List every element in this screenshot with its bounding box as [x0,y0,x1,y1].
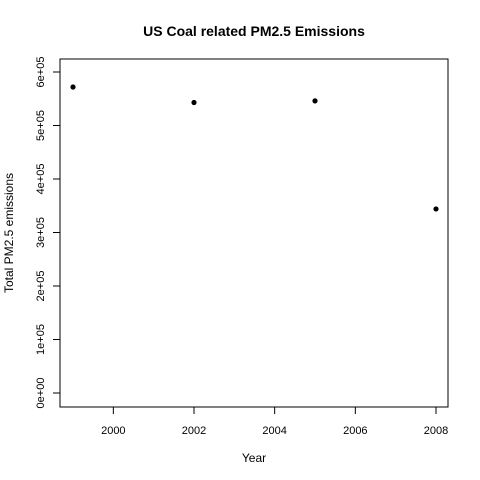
x-tick-label: 2000 [101,425,125,437]
y-tick-label: 4e+05 [35,164,47,195]
x-tick-label: 2008 [424,425,448,437]
data-point [433,206,439,212]
plot-box [59,58,449,408]
chart-title: US Coal related PM2.5 Emissions [143,23,365,39]
data-point [70,84,76,90]
y-axis: 0e+00 1e+05 2e+05 3e+05 4e+05 5e+05 6e+05 [35,57,61,409]
y-tick-label: 1e+05 [35,324,47,355]
y-tick-label: 6e+05 [35,57,47,88]
data-points [70,84,439,212]
y-axis-label: Total PM2.5 emissions [2,173,16,293]
x-axis: 2000 2002 2004 2006 2008 [101,406,448,437]
y-tick-label: 0e+00 [35,378,47,409]
y-tick-label: 5e+05 [35,110,47,141]
y-tick-label: 3e+05 [35,217,47,248]
x-tick-label: 2004 [262,425,286,437]
x-axis-label: Year [242,451,266,465]
x-tick-label: 2002 [182,425,206,437]
data-point [312,98,318,104]
data-point [191,99,197,106]
x-tick-label: 2006 [343,425,367,437]
y-tick-label: 2e+05 [35,271,47,302]
